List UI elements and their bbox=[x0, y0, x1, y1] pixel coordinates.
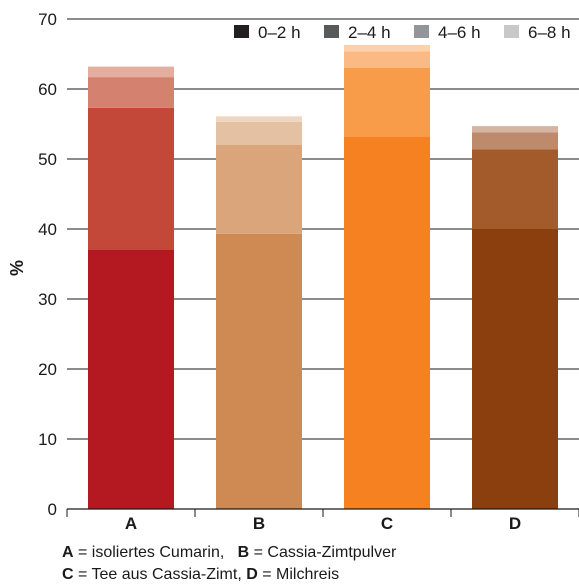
caption-key-c: C bbox=[62, 566, 74, 583]
bar-c-segment-3 bbox=[344, 51, 430, 68]
bar-d-segment-4 bbox=[472, 126, 558, 133]
bar-c-segment-4 bbox=[344, 44, 430, 52]
bar-d-segment-2 bbox=[472, 149, 558, 229]
bar-b-segment-4 bbox=[216, 116, 302, 122]
bar-a-segment-2 bbox=[88, 107, 174, 251]
bar-c-segment-1 bbox=[344, 136, 430, 509]
x-tick-label-c: C bbox=[381, 514, 393, 533]
bar-a-segment-1 bbox=[88, 250, 174, 509]
caption-line-1: A = isoliertes Cumarin, B = Cassia-Zimtp… bbox=[62, 544, 396, 562]
y-tick-label-10: 10 bbox=[38, 430, 57, 449]
caption-text-c: = Tee aus Cassia-Zimt, bbox=[73, 566, 247, 583]
legend-label-1: 0–2 h bbox=[258, 23, 301, 42]
y-tick-labels: 0 10 20 30 40 50 60 70 bbox=[38, 10, 57, 519]
x-tick-label-b: B bbox=[253, 514, 265, 533]
legend-swatch-4 bbox=[504, 25, 519, 38]
x-tick-label-a: A bbox=[125, 514, 137, 533]
axes bbox=[66, 508, 579, 517]
y-tick-label-60: 60 bbox=[38, 80, 57, 99]
bar-b-segment-2 bbox=[216, 145, 302, 234]
bar-a-segment-3 bbox=[88, 77, 174, 108]
x-tick-label-d: D bbox=[509, 514, 521, 533]
legend: 0–2 h 2–4 h 4–6 h 6–8 h bbox=[228, 20, 579, 42]
legend-background bbox=[228, 20, 579, 42]
x-tick-labels: A B C D bbox=[125, 514, 521, 533]
caption-text-d: = Milchreis bbox=[257, 566, 340, 583]
caption-key-d: D bbox=[246, 566, 258, 583]
legend-label-3: 4–6 h bbox=[438, 23, 481, 42]
bar-a-segment-4 bbox=[88, 66, 174, 78]
bar-b-segment-1 bbox=[216, 233, 302, 509]
bars bbox=[88, 44, 558, 509]
caption-text-a: = isoliertes Cumarin, bbox=[73, 544, 238, 561]
legend-swatch-2 bbox=[324, 25, 339, 38]
y-tick-label-0: 0 bbox=[48, 500, 57, 519]
caption-text-b: = Cassia-Zimtpulver bbox=[249, 544, 397, 561]
legend-label-4: 6–8 h bbox=[528, 23, 571, 42]
legend-swatch-3 bbox=[414, 25, 429, 38]
bar-c-segment-2 bbox=[344, 68, 430, 137]
y-tick-label-40: 40 bbox=[38, 220, 57, 239]
legend-label-2: 2–4 h bbox=[348, 23, 391, 42]
y-tick-label-70: 70 bbox=[38, 10, 57, 29]
y-tick-label-20: 20 bbox=[38, 360, 57, 379]
y-axis-label: % bbox=[7, 260, 27, 276]
caption-line-2: C = Tee aus Cassia-Zimt, D = Milchreis bbox=[62, 566, 339, 584]
y-tick-label-50: 50 bbox=[38, 150, 57, 169]
bar-d-segment-3 bbox=[472, 132, 558, 150]
bar-d-segment-1 bbox=[472, 229, 558, 509]
caption-key-a: A bbox=[62, 544, 74, 561]
legend-swatch-1 bbox=[234, 25, 249, 38]
bar-b-segment-3 bbox=[216, 121, 302, 145]
caption-key-b: B bbox=[237, 544, 250, 561]
y-tick-label-30: 30 bbox=[38, 290, 57, 309]
